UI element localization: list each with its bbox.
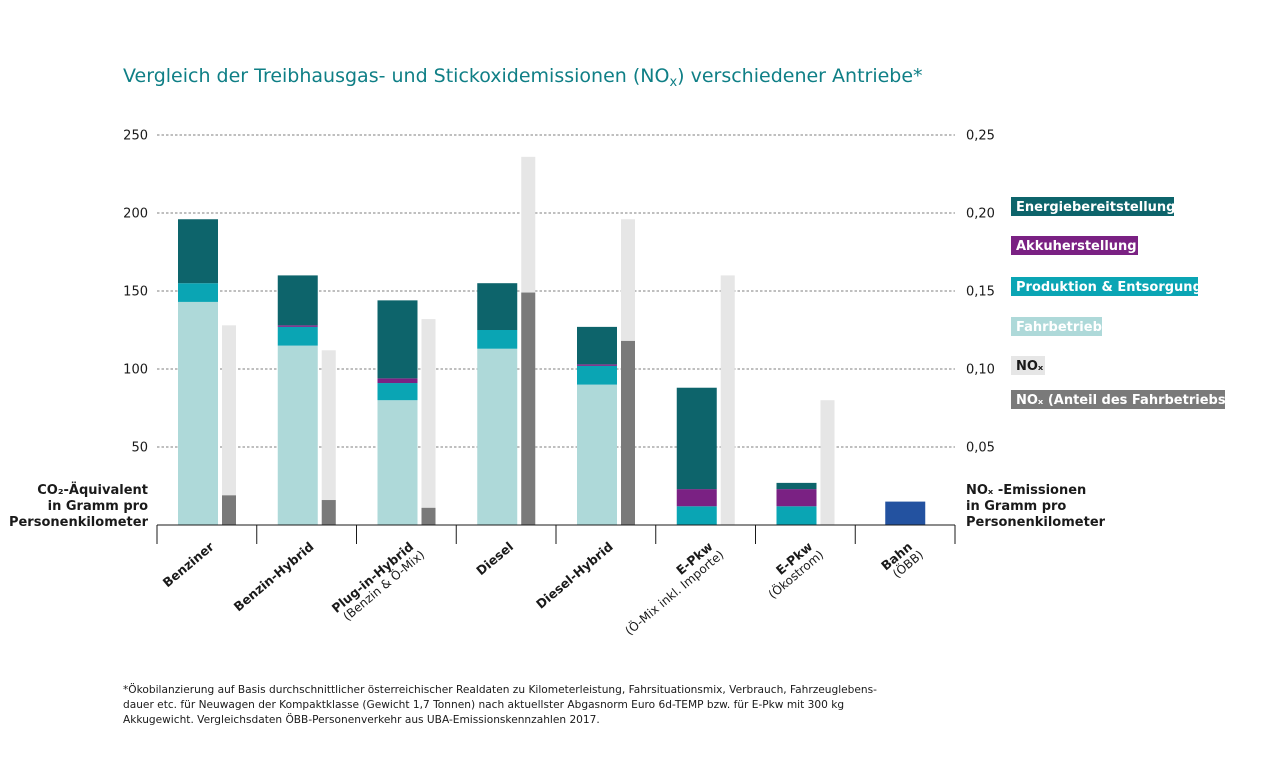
category-label: Diesel-Hybrid [533, 539, 616, 612]
nox-bar [321, 350, 336, 525]
gridlines [157, 134, 955, 448]
chart-title: Vergleich der Treibhausgas- und Stickoxi… [123, 65, 923, 90]
nox-bar [222, 325, 236, 525]
right-tick-label: 0,15 [966, 285, 995, 300]
bar-segment-energiebereitstellung [377, 300, 418, 379]
nox-fahrbetrieb-bar [421, 507, 436, 525]
category-sublabel: (Ö-Mix inkl. Importe) [621, 546, 726, 638]
legend-label: Akkuherstellung [1016, 239, 1137, 254]
nox-bar [421, 319, 436, 525]
legend-label: NOₓ [1016, 359, 1044, 374]
right-tick-label: 0,20 [966, 207, 995, 222]
nox-fahrbetrieb-bar [222, 495, 236, 525]
nox-bar [820, 400, 835, 525]
right-tick-label: 0,05 [966, 441, 995, 456]
legend-swatch [1011, 236, 1138, 255]
bar-segment-akkuherstellung [277, 325, 318, 327]
left-tick-label: 250 [123, 129, 148, 144]
left-tick-label: 100 [123, 363, 148, 378]
bar-segment-produktion [178, 283, 218, 302]
right-tick-label: 0,10 [966, 363, 995, 378]
bar-segment-energiebereitstellung [577, 326, 617, 365]
bar-segment-produktion [377, 383, 418, 401]
left-tick-label: 50 [131, 441, 148, 456]
left-axis-label: Personenkilometer [9, 515, 149, 530]
category-label: Benziner [160, 538, 218, 590]
legend-swatch [1011, 277, 1198, 296]
legend-swatch [1011, 197, 1174, 216]
legend-swatch [1011, 390, 1225, 409]
bar-segment-produktion [577, 365, 617, 385]
right-axis-label: Personenkilometer [966, 515, 1106, 530]
left-tick-label: 150 [123, 285, 148, 300]
legend: Energiebereitstellung Akkuherstellung Prod… [1011, 197, 1232, 409]
left-axis-label: in Gramm pro [48, 499, 148, 514]
bars [178, 156, 926, 526]
left-tick-label: 200 [123, 207, 148, 222]
category-label: Diesel [473, 539, 516, 578]
bar-segment-fahrbetrieb [178, 301, 218, 525]
bar-segment-produktion [776, 506, 817, 525]
legend-label: Energiebereitstellung [1016, 200, 1175, 215]
bar-segment-akkuherstellung [776, 489, 817, 507]
legend-label: NOₓ (Anteil des Fahrbetriebs) [1016, 393, 1232, 408]
bar-segment-fahrbetrieb [377, 400, 418, 525]
bar-segment-akkuherstellung [377, 378, 418, 384]
legend-label: Fahrbetrieb [1016, 320, 1102, 335]
footnote: *Ökobilanzierung auf Basis durchschnittl… [123, 683, 983, 728]
legend-label: Produktion & Entsorgung [1016, 280, 1202, 295]
bar-segment-energiebereitstellung [277, 275, 318, 326]
left-axis-label: CO₂-Äquivalent [37, 482, 148, 498]
bar-segment-fahrbetrieb [277, 345, 318, 525]
nox-fahrbetrieb-bar [321, 500, 336, 525]
nox-bar [720, 275, 735, 525]
footnote-line: dauer etc. für Neuwagen der Kompaktklass… [123, 699, 845, 711]
axes: 50 0,05 100 0,10 150 0,15 200 0,20 250 0,25 Benzin… [9, 129, 1106, 639]
bar-segment-energiebereitstellung [477, 283, 518, 330]
category-label: Benzin-Hybrid [231, 539, 317, 614]
right-axis-label: NOₓ -Emissionen [966, 483, 1086, 498]
bar-segment-energiebereitstellung [776, 482, 817, 490]
right-axis-label: in Gramm pro [966, 499, 1066, 514]
bar-segment-energiebereitstellung [676, 387, 717, 490]
legend-swatch [1011, 356, 1045, 375]
bar-segment-produktion [676, 506, 717, 525]
bar-segment-akkuherstellung [676, 489, 717, 507]
legend-swatch [1011, 317, 1102, 336]
bar-segment-produktion [277, 326, 318, 346]
bar-segment-bahn [885, 501, 926, 525]
nox-fahrbetrieb-bar [521, 292, 536, 525]
bar-segment-fahrbetrieb [577, 384, 617, 525]
bar-segment-akkuherstellung [577, 364, 617, 366]
footnote-line: *Ökobilanzierung auf Basis durchschnittl… [123, 684, 877, 696]
footnote-line: Akkugewicht. Vergleichsdaten ÖBB-Persone… [123, 714, 600, 726]
right-tick-label: 0,25 [966, 129, 995, 144]
nox-fahrbetrieb-bar [621, 340, 635, 525]
bar-segment-fahrbetrieb [477, 348, 518, 525]
emissions-chart: Vergleich der Treibhausgas- und Stickoxi… [8, 65, 1232, 639]
bar-segment-energiebereitstellung [178, 219, 218, 284]
bar-segment-produktion [477, 330, 518, 349]
